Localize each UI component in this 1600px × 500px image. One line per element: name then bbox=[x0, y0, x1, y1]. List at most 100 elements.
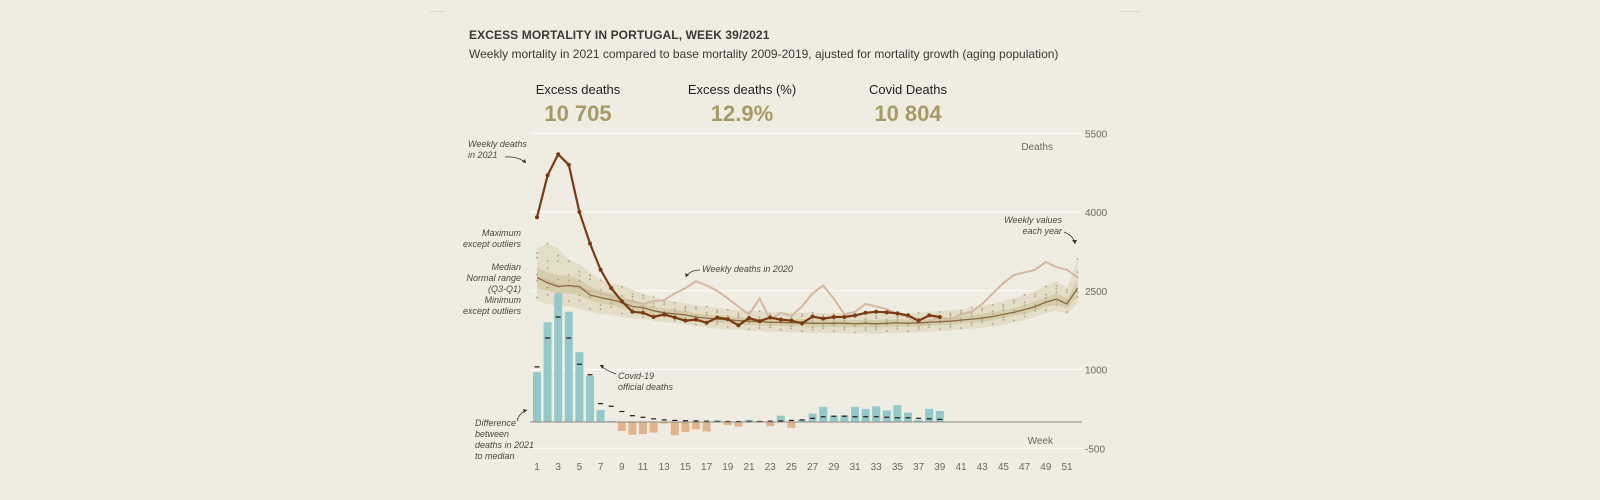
difference-bar bbox=[787, 422, 796, 428]
point-2021 bbox=[598, 267, 603, 272]
difference-bar bbox=[872, 406, 881, 422]
difference-bar bbox=[692, 422, 700, 430]
yearly-dot bbox=[1055, 300, 1058, 303]
difference-bars bbox=[533, 293, 944, 436]
yearly-dot bbox=[536, 256, 538, 259]
yearly-dot bbox=[949, 316, 952, 319]
point-2021 bbox=[619, 299, 624, 304]
yearly-dot bbox=[1023, 304, 1026, 307]
yearly-dot bbox=[737, 312, 740, 315]
yearly-dot bbox=[960, 309, 962, 312]
yearly-dot bbox=[928, 326, 931, 329]
point-2021 bbox=[916, 318, 921, 323]
x-tick-label: 37 bbox=[913, 462, 925, 473]
yearly-dot bbox=[716, 322, 719, 325]
yearly-dot bbox=[1066, 311, 1068, 313]
y-tick-label: 1000 bbox=[1085, 366, 1108, 377]
yearly-dot bbox=[1023, 301, 1026, 304]
yearly-dot bbox=[1055, 287, 1058, 290]
x-tick-label: 3 bbox=[555, 462, 561, 473]
yearly-dot bbox=[896, 328, 899, 330]
yearly-dot bbox=[769, 313, 772, 316]
point-2021 bbox=[789, 318, 794, 323]
point-2021 bbox=[704, 320, 709, 325]
point-2021 bbox=[725, 317, 730, 322]
yearly-dot bbox=[864, 318, 867, 321]
point-2021 bbox=[757, 319, 762, 324]
yearly-dot bbox=[811, 320, 814, 322]
yearly-dot bbox=[684, 307, 687, 310]
yearly-dot bbox=[695, 308, 697, 310]
annotations: Weekly deaths in 2021 Maximum except outli… bbox=[463, 139, 1077, 461]
difference-bar bbox=[798, 419, 806, 422]
x-tick-label: 7 bbox=[598, 462, 604, 473]
yearly-dot bbox=[589, 308, 591, 310]
yearly-dot bbox=[843, 326, 846, 328]
yearly-dot bbox=[726, 325, 729, 328]
yearly-dot bbox=[631, 295, 634, 298]
yearly-dot bbox=[589, 295, 591, 298]
y-tick-label: 4000 bbox=[1085, 208, 1108, 219]
x-tick-label: 41 bbox=[955, 462, 967, 473]
yearly-dot bbox=[557, 278, 560, 281]
point-2021 bbox=[747, 316, 751, 321]
yearly-dot bbox=[1023, 315, 1026, 318]
point-2021 bbox=[588, 241, 592, 246]
yearly-dot bbox=[896, 319, 899, 322]
yearly-dot bbox=[991, 303, 994, 306]
yearly-dot bbox=[589, 278, 591, 280]
point-2021 bbox=[545, 173, 550, 178]
yearly-dot bbox=[843, 328, 846, 331]
x-tick-label: 15 bbox=[680, 462, 692, 473]
difference-bar bbox=[702, 422, 711, 432]
difference-bar bbox=[914, 419, 923, 422]
yearly-dot bbox=[567, 279, 570, 282]
yearly-dot bbox=[854, 331, 856, 334]
yearly-dot bbox=[981, 309, 984, 312]
yearly-dot bbox=[917, 326, 920, 328]
yearly-dot bbox=[832, 323, 835, 326]
yearly-dot bbox=[854, 325, 856, 327]
yearly-dot bbox=[705, 305, 708, 308]
yearly-dot bbox=[536, 296, 538, 299]
x-tick-label: 25 bbox=[786, 462, 798, 473]
yearly-dot bbox=[758, 324, 761, 327]
yearly-dot bbox=[832, 313, 835, 316]
point-2021 bbox=[821, 316, 826, 321]
yearly-dot bbox=[896, 316, 899, 319]
yearly-dot bbox=[557, 254, 560, 257]
yearly-dot bbox=[737, 316, 740, 319]
difference-bar bbox=[681, 422, 690, 432]
yearly-dot bbox=[546, 242, 549, 245]
x-tick-label: 1 bbox=[534, 462, 540, 473]
difference-bar bbox=[564, 311, 573, 422]
x-tick-label: 33 bbox=[871, 462, 883, 473]
yearly-dot bbox=[1034, 303, 1037, 306]
yearly-dot bbox=[981, 319, 984, 321]
range-bands bbox=[537, 243, 1078, 334]
annotation-2020-arrow bbox=[685, 269, 701, 278]
yearly-dot bbox=[896, 325, 899, 328]
yearly-dot bbox=[684, 305, 687, 308]
yearly-dot bbox=[684, 310, 687, 313]
annotation-yearly: Weekly values each year bbox=[1004, 215, 1063, 236]
yearly-dot bbox=[536, 252, 538, 254]
point-2021 bbox=[884, 310, 889, 315]
x-tick-label: 31 bbox=[849, 462, 861, 473]
yearly-dot bbox=[1002, 319, 1005, 321]
yearly-dot bbox=[875, 328, 878, 331]
yearly-dot bbox=[864, 329, 867, 332]
yearly-dot bbox=[928, 323, 931, 326]
yearly-dot bbox=[716, 311, 719, 314]
yearly-dot bbox=[578, 270, 581, 273]
point-2021 bbox=[937, 315, 942, 319]
yearly-dot bbox=[811, 311, 814, 314]
point-2021 bbox=[853, 313, 857, 318]
normal-range-band bbox=[537, 267, 1078, 328]
difference-bar bbox=[533, 372, 541, 422]
point-2021 bbox=[672, 315, 677, 320]
yearly-dot bbox=[1076, 296, 1079, 299]
yearly-dot bbox=[1055, 285, 1058, 287]
yearly-dot bbox=[1034, 295, 1037, 298]
x-axis-title: Week bbox=[1028, 436, 1054, 447]
